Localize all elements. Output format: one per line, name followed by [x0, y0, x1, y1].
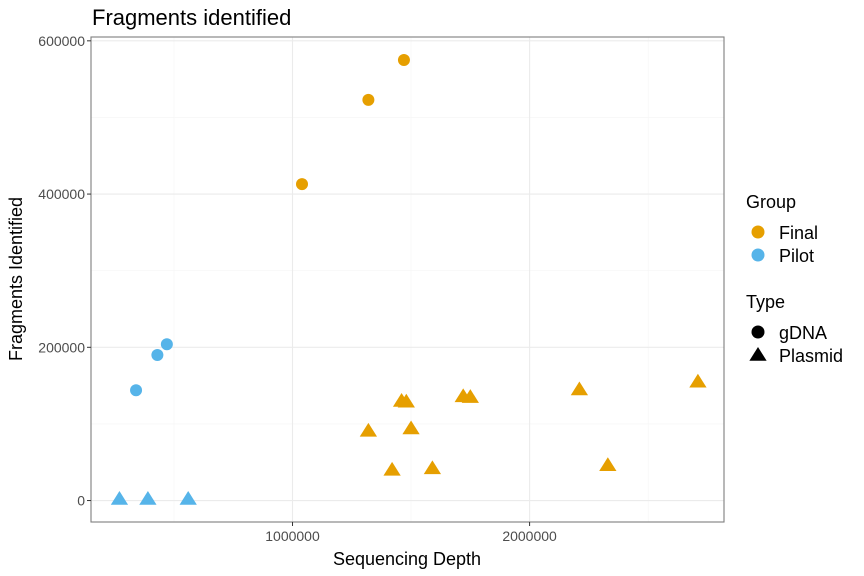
point-final-plasmid	[461, 389, 479, 403]
legend-key-circle	[751, 225, 765, 239]
legend-title: Group	[746, 192, 796, 212]
point-final-gdna	[397, 53, 410, 66]
y-tick-label: 400000	[38, 186, 85, 202]
point-pilot-gdna	[160, 338, 173, 351]
legend-label: Final	[779, 223, 818, 243]
y-axis-title: Fragments Identified	[6, 197, 26, 361]
point-final-gdna	[362, 93, 375, 106]
point-final-plasmid	[397, 393, 415, 408]
legend: Group Final Pilot Type gDNA Plasmid	[746, 192, 843, 366]
point-pilot-gdna	[151, 348, 164, 361]
point-final-gdna	[296, 178, 308, 191]
point-final-plasmid	[689, 373, 707, 388]
grid	[91, 37, 724, 522]
point-pilot-gdna	[130, 384, 143, 397]
legend-key-circle	[751, 325, 765, 339]
y-tick-label: 600000	[38, 33, 85, 49]
point-final-plasmid	[359, 422, 378, 437]
plot-panel	[90, 36, 725, 523]
point-final-plasmid	[599, 457, 617, 472]
point-pilot-plasmid	[110, 491, 129, 505]
x-tick-label: 1000000	[265, 528, 320, 544]
data-points	[110, 53, 707, 505]
chart-title: Fragments identified	[92, 5, 291, 30]
point-final-plasmid	[423, 460, 442, 475]
axis-ticks: 1000000 2000000 0 200000 400000 600000	[38, 33, 557, 544]
x-tick-label: 2000000	[502, 528, 557, 544]
point-final-plasmid	[402, 420, 420, 435]
y-tick-label: 0	[77, 493, 85, 509]
legend-label: Plasmid	[779, 346, 843, 366]
legend-key-circle	[751, 248, 765, 262]
point-pilot-plasmid	[139, 491, 157, 505]
point-pilot-plasmid	[179, 491, 197, 505]
legend-label: gDNA	[779, 323, 827, 343]
legend-title: Type	[746, 292, 785, 312]
legend-label: Pilot	[779, 246, 814, 266]
point-final-plasmid	[383, 461, 401, 476]
point-final-plasmid	[570, 381, 589, 396]
x-axis-title: Sequencing Depth	[333, 549, 481, 569]
legend-key-triangle	[749, 347, 767, 361]
y-tick-label: 200000	[38, 339, 85, 355]
